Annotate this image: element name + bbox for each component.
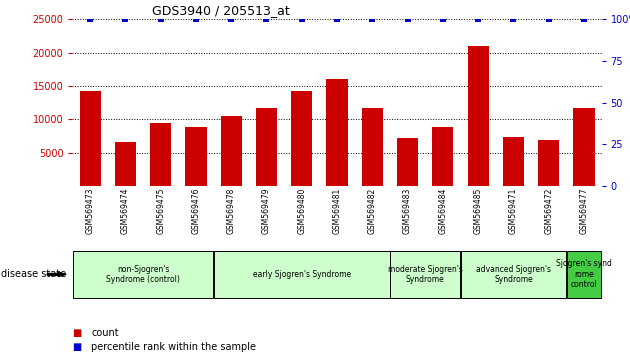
Text: early Sjogren's Syndrome: early Sjogren's Syndrome [253, 270, 351, 279]
Bar [326, 79, 348, 186]
Text: disease state: disease state [1, 269, 66, 279]
FancyArrow shape [47, 272, 66, 276]
Point [403, 17, 413, 22]
Point [544, 17, 554, 22]
Text: ■: ■ [72, 328, 82, 338]
Text: Sjogren's synd
rome
control: Sjogren's synd rome control [556, 259, 612, 289]
Text: count: count [91, 328, 119, 338]
Text: GSM569476: GSM569476 [192, 188, 200, 234]
Text: non-Sjogren's
Syndrome (control): non-Sjogren's Syndrome (control) [106, 265, 180, 284]
Bar [391, 251, 460, 298]
Text: GSM569482: GSM569482 [368, 188, 377, 234]
Bar [567, 251, 601, 298]
Text: GSM569483: GSM569483 [403, 188, 412, 234]
Point [191, 17, 201, 22]
Point [226, 17, 236, 22]
Text: GSM569472: GSM569472 [544, 188, 553, 234]
Bar [573, 108, 595, 186]
Bar [73, 251, 213, 298]
Bar [150, 122, 171, 186]
Point [261, 17, 272, 22]
Bar [185, 127, 207, 186]
Point [473, 17, 483, 22]
Point [508, 17, 518, 22]
Text: moderate Sjogren's
Syndrome: moderate Sjogren's Syndrome [388, 265, 462, 284]
Bar [214, 251, 389, 298]
Text: GSM569479: GSM569479 [262, 188, 271, 234]
Bar [256, 108, 277, 186]
Bar [432, 127, 454, 186]
Text: GDS3940 / 205513_at: GDS3940 / 205513_at [152, 4, 290, 17]
Text: GSM569475: GSM569475 [156, 188, 165, 234]
Bar [291, 91, 312, 186]
Bar [79, 91, 101, 186]
Bar [362, 108, 383, 186]
Text: GSM569481: GSM569481 [333, 188, 341, 234]
Bar [467, 46, 489, 186]
Text: GSM569474: GSM569474 [121, 188, 130, 234]
Text: percentile rank within the sample: percentile rank within the sample [91, 342, 256, 352]
Bar [503, 137, 524, 186]
Point [438, 17, 448, 22]
Text: GSM569471: GSM569471 [509, 188, 518, 234]
Point [297, 17, 307, 22]
Text: GSM569484: GSM569484 [438, 188, 447, 234]
Point [579, 17, 589, 22]
Bar [461, 251, 566, 298]
Text: GSM569480: GSM569480 [297, 188, 306, 234]
Text: GSM569477: GSM569477 [580, 188, 588, 234]
Text: GSM569485: GSM569485 [474, 188, 483, 234]
Point [332, 17, 342, 22]
Point [120, 17, 130, 22]
Text: advanced Sjogren's
Syndrome: advanced Sjogren's Syndrome [476, 265, 551, 284]
Bar [538, 140, 559, 186]
Text: ■: ■ [72, 342, 82, 352]
Point [156, 17, 166, 22]
Point [85, 17, 95, 22]
Bar [115, 142, 136, 186]
Point [367, 17, 377, 22]
Bar [220, 116, 242, 186]
Text: GSM569478: GSM569478 [227, 188, 236, 234]
Bar [397, 138, 418, 186]
Text: GSM569473: GSM569473 [86, 188, 94, 234]
